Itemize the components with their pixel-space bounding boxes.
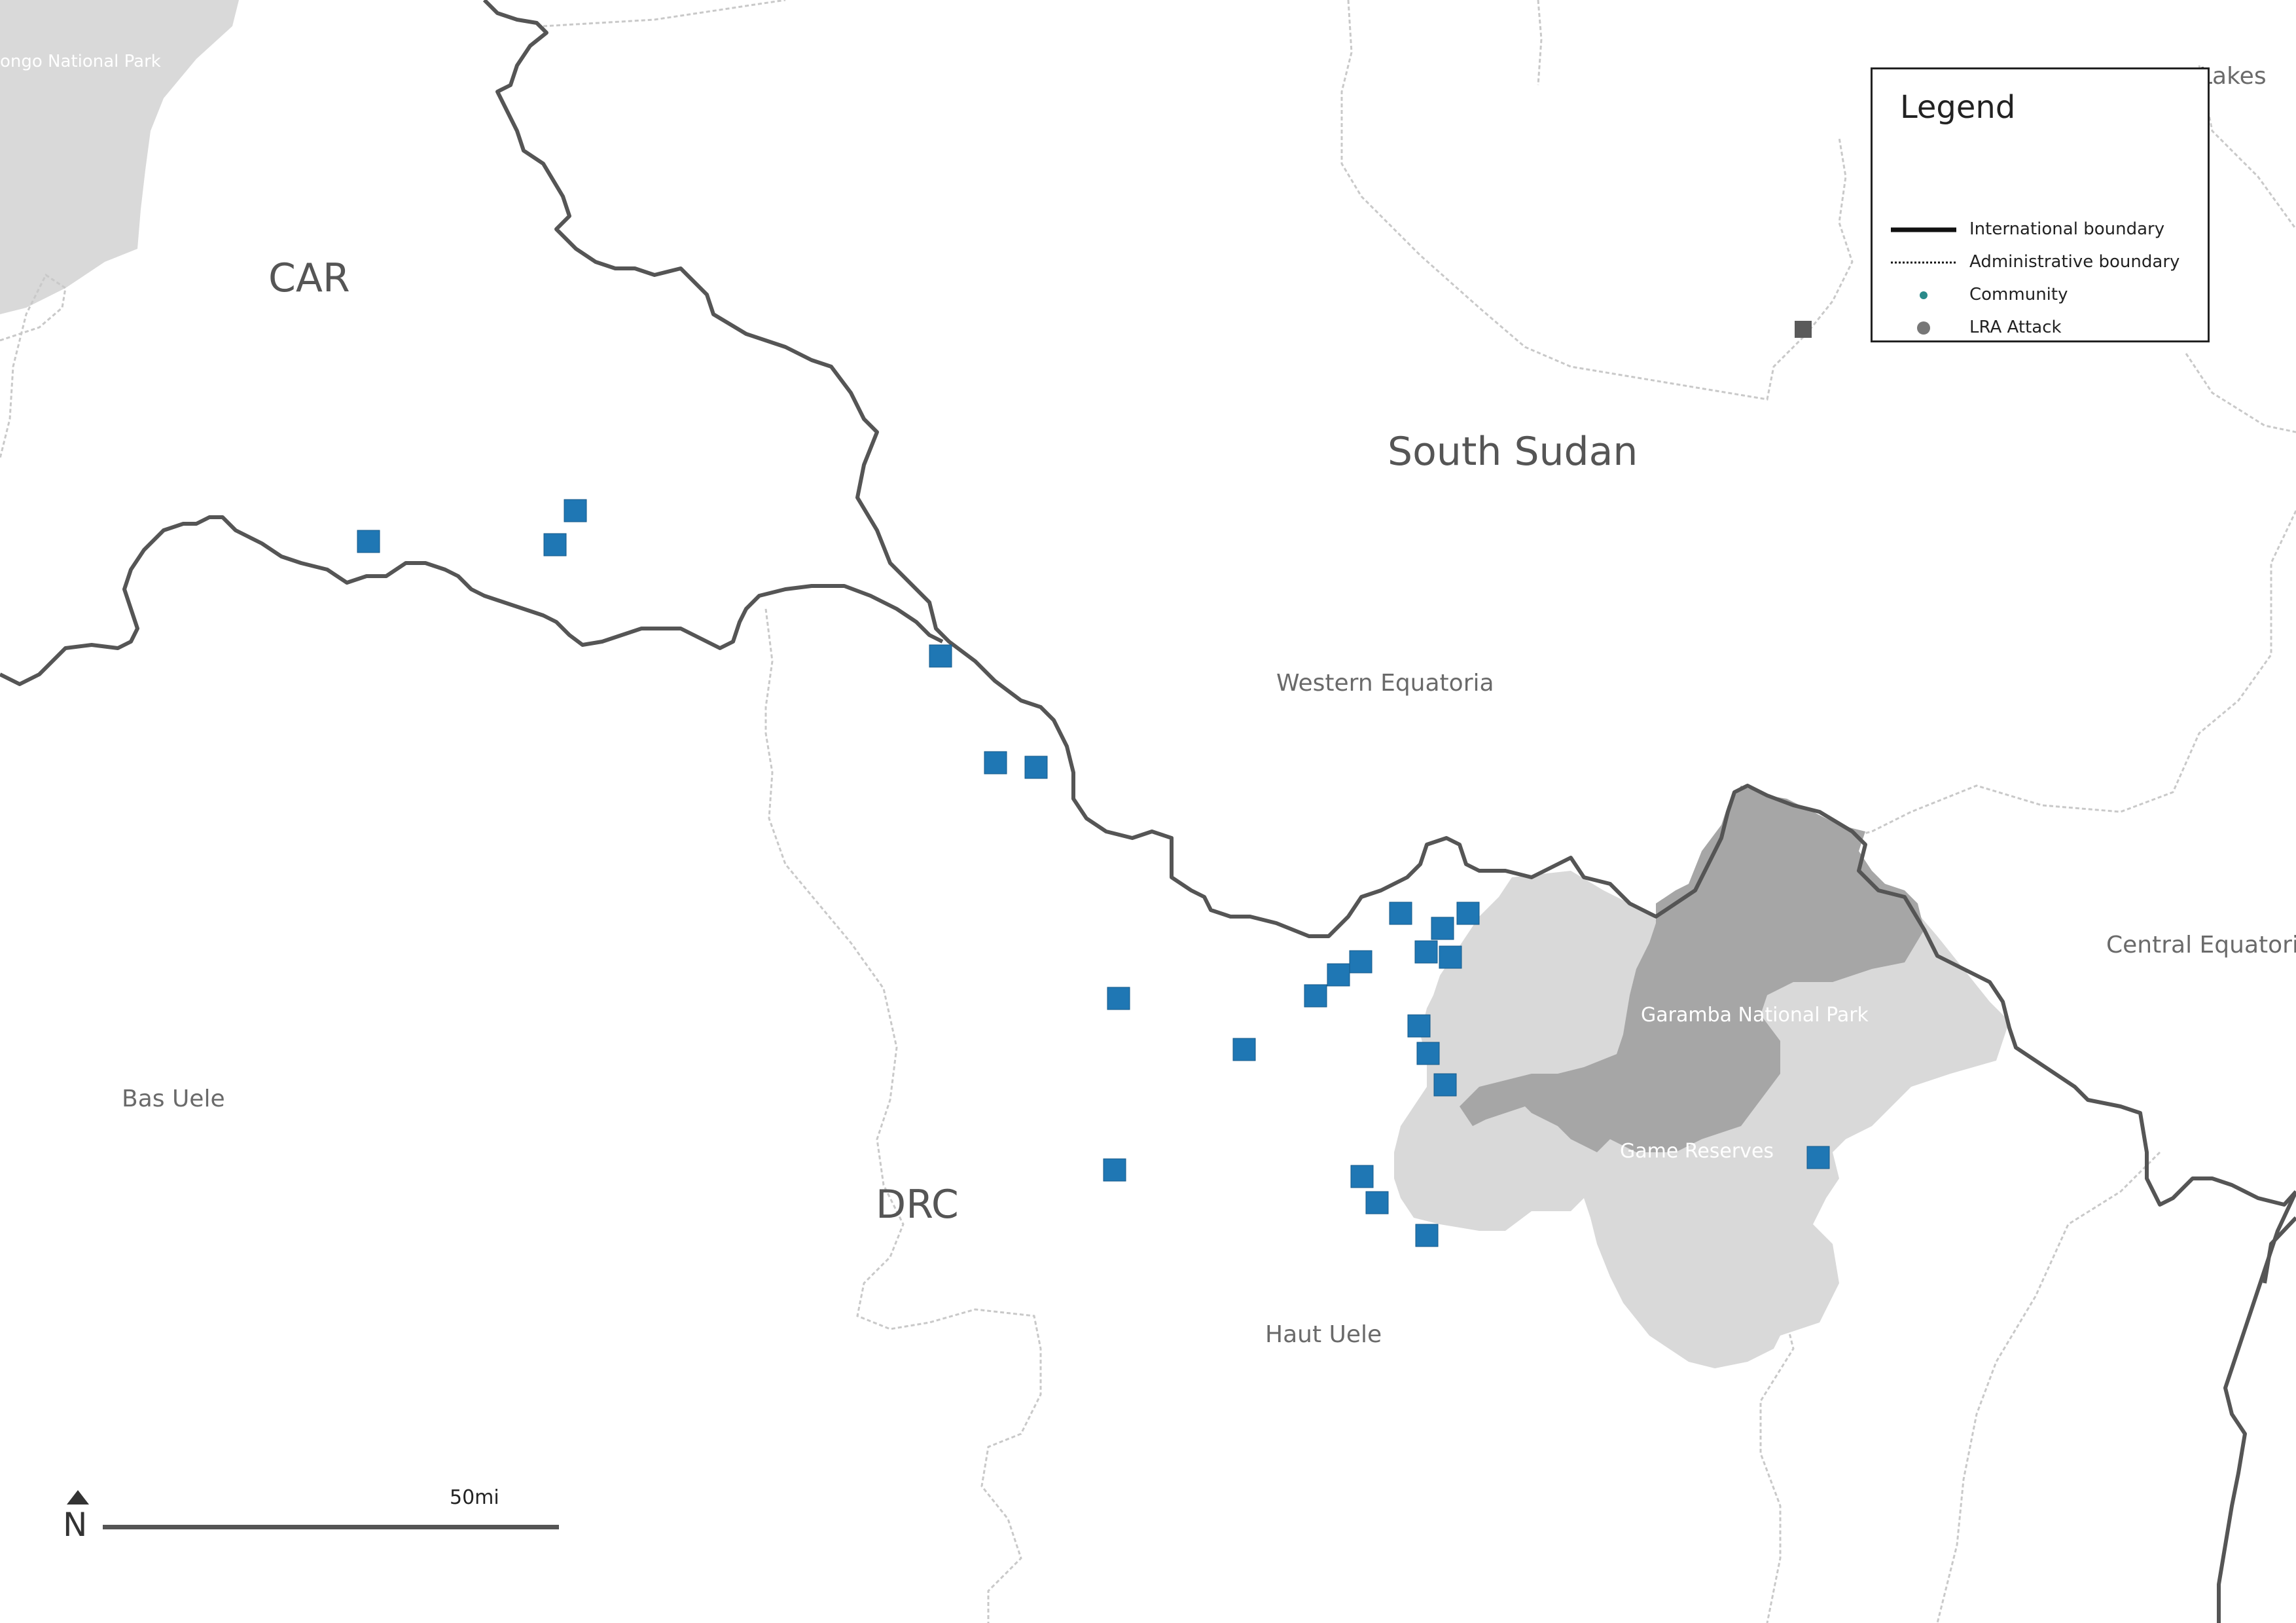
label-western-equatoria: Western Equatoria: [1276, 670, 1494, 697]
legend-item-lra-attack: LRA Attack: [1873, 315, 2208, 341]
label-haut-uele: Haut Uele: [1265, 1321, 1382, 1348]
community-marker[interactable]: [1304, 984, 1327, 1008]
label-car: CAR: [268, 255, 350, 301]
community-marker[interactable]: [1415, 1224, 1439, 1247]
community-marker[interactable]: [543, 533, 567, 556]
scale-bar-group: N 50mi: [59, 1486, 559, 1565]
community-marker[interactable]: [1806, 1146, 1830, 1169]
community-marker[interactable]: [1433, 1073, 1457, 1097]
legend-item-community: Community: [1873, 282, 2208, 308]
teal-dot-icon: [1920, 291, 1928, 299]
label-central-equatoria: Central Equatoria: [2106, 932, 2296, 958]
label-bas-uele: Bas Uele: [122, 1085, 225, 1112]
community-marker[interactable]: [1024, 756, 1048, 779]
label-drc: DRC: [876, 1182, 959, 1228]
community-marker[interactable]: [1365, 1191, 1389, 1214]
community-marker[interactable]: [1439, 945, 1462, 969]
legend-label: Administrative boundary: [1969, 252, 2180, 272]
legend-label: International boundary: [1969, 219, 2165, 239]
legend-title: Legend: [1900, 89, 2016, 126]
community-marker[interactable]: [1389, 902, 1412, 925]
community-marker[interactable]: [1414, 940, 1438, 964]
label-south-sudan: South Sudan: [1388, 429, 1638, 475]
community-marker[interactable]: [1431, 917, 1454, 940]
legend-item-administrative-boundary: Administrative boundary: [1873, 249, 2208, 276]
garamba-park-area: [1460, 786, 1924, 1152]
community-marker[interactable]: [929, 644, 952, 668]
label-game-reserves: Game Reserves: [1620, 1140, 1774, 1163]
label-garamba-national-park: Garamba National Park: [1641, 1004, 1869, 1027]
solid-line-icon: [1891, 227, 1956, 232]
community-marker[interactable]: [984, 751, 1007, 775]
legend-box: Legend International boundary Administra…: [1871, 67, 2210, 342]
community-marker[interactable]: [1103, 1158, 1126, 1182]
scale-label: 50mi: [450, 1486, 499, 1509]
north-label: N: [63, 1506, 88, 1544]
community-marker[interactable]: [1349, 950, 1372, 974]
community-marker[interactable]: [1416, 1042, 1440, 1065]
community-marker[interactable]: [1407, 1014, 1431, 1038]
label-lakes: Lakes: [2199, 63, 2267, 90]
community-marker[interactable]: [1232, 1038, 1256, 1061]
community-markers[interactable]: [357, 499, 1830, 1247]
scale-bar: [103, 1525, 559, 1529]
community-marker[interactable]: [1350, 1165, 1374, 1188]
lra-attack-marker[interactable]: [1795, 321, 1812, 338]
legend-item-international-boundary: International boundary: [1873, 217, 2208, 243]
community-marker[interactable]: [1327, 963, 1350, 987]
community-marker[interactable]: [564, 499, 587, 522]
label-ongo-national-park: ongo National Park: [0, 52, 161, 71]
community-marker[interactable]: [357, 530, 380, 553]
legend-label: Community: [1969, 285, 2068, 304]
dotted-line-icon: [1891, 261, 1956, 264]
legend-label: LRA Attack: [1969, 318, 2062, 337]
north-arrow-icon: [67, 1490, 89, 1504]
community-marker[interactable]: [1456, 902, 1480, 925]
community-marker[interactable]: [1107, 987, 1130, 1010]
gray-dot-icon: [1917, 321, 1930, 335]
park-area-northwest: [0, 0, 239, 314]
